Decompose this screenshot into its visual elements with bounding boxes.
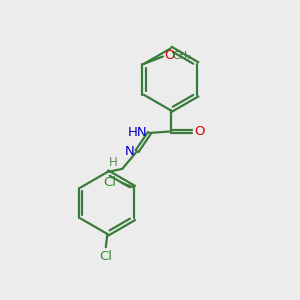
Text: N: N xyxy=(125,145,135,158)
Text: H: H xyxy=(109,156,118,169)
Text: Cl: Cl xyxy=(99,250,112,263)
Text: O: O xyxy=(194,125,204,138)
Text: Cl: Cl xyxy=(103,176,116,189)
Text: HN: HN xyxy=(128,126,148,139)
Text: CH₃: CH₃ xyxy=(172,51,192,61)
Text: O: O xyxy=(164,50,174,62)
